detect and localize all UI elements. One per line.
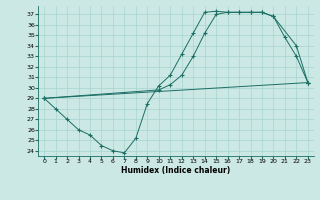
X-axis label: Humidex (Indice chaleur): Humidex (Indice chaleur) xyxy=(121,166,231,175)
